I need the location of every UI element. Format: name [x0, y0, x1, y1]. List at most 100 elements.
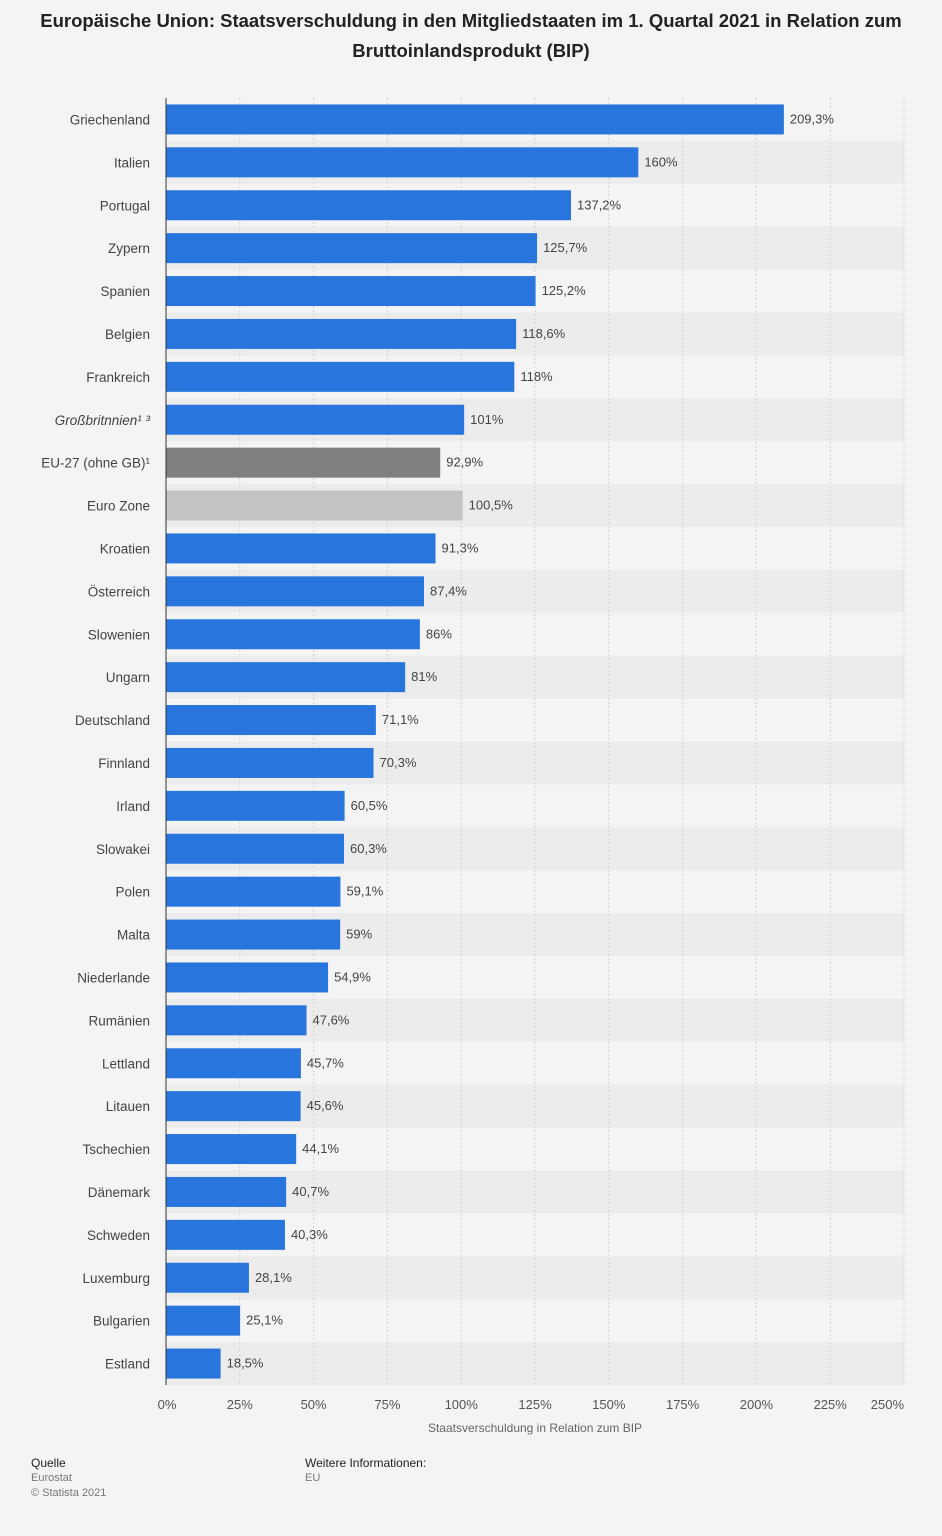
value-label: 59,1%: [346, 884, 383, 899]
x-tick-label: 200%: [740, 1397, 774, 1412]
category-label: Lettland: [102, 1056, 150, 1071]
value-label: 40,3%: [291, 1227, 328, 1242]
bar: [166, 318, 517, 349]
bar: [166, 147, 639, 178]
value-label: 59%: [346, 927, 372, 942]
category-label: Frankreich: [86, 370, 150, 385]
category-label: Zypern: [108, 241, 150, 256]
bars: [166, 104, 784, 1379]
chart-title: Europäische Union: Staatsverschuldung in…: [40, 10, 902, 61]
bar: [166, 361, 515, 392]
value-label: 28,1%: [255, 1270, 292, 1285]
category-label: Rumänien: [88, 1013, 150, 1028]
value-label: 91,3%: [442, 540, 479, 555]
bar: [166, 705, 376, 736]
x-tick-labels: 0% 25% 50% 75% 100% 125% 150% 175% 200% 225% 250%: [158, 1397, 905, 1412]
bar: [166, 1348, 221, 1379]
info-heading: Weitere Informationen:: [305, 1456, 427, 1470]
category-label: Polen: [115, 885, 150, 900]
category-label: Estland: [105, 1357, 150, 1372]
bar: [166, 447, 441, 478]
value-label: 81%: [411, 669, 437, 684]
value-label: 60,3%: [350, 841, 387, 856]
bar: [166, 1091, 301, 1122]
category-label: Litauen: [106, 1099, 150, 1114]
x-tick-label: 225%: [814, 1397, 848, 1412]
x-tick-label: 50%: [301, 1397, 327, 1412]
category-label: Euro Zone: [87, 499, 150, 514]
value-label: 25,1%: [246, 1313, 283, 1328]
bar: [166, 533, 436, 564]
value-labels: 209,3% 160% 137,2% 125,7% 125,2% 118,6% 118% 10…: [227, 111, 835, 1370]
category-label: Deutschland: [75, 713, 150, 728]
value-label: 209,3%: [790, 111, 835, 126]
x-tick-label: 100%: [445, 1397, 479, 1412]
bar: [166, 919, 341, 950]
value-label: 125,2%: [542, 283, 587, 298]
source-heading: Quelle: [31, 1456, 66, 1470]
bar: [166, 662, 406, 693]
category-label: Ungarn: [106, 670, 150, 685]
copyright-line: © Statista 2021: [31, 1487, 107, 1499]
value-label: 125,7%: [543, 240, 588, 255]
category-label: Griechenland: [70, 112, 150, 127]
value-label: 86%: [426, 626, 452, 641]
value-label: 47,6%: [313, 1012, 350, 1027]
category-label: Italien: [114, 155, 150, 170]
x-tick-label: 175%: [666, 1397, 700, 1412]
value-label: 70,3%: [380, 755, 417, 770]
value-label: 160%: [644, 154, 678, 169]
category-label: Irland: [116, 799, 150, 814]
category-label: Kroatien: [100, 541, 150, 556]
category-label: Dänemark: [88, 1185, 151, 1200]
bar: [166, 1262, 249, 1293]
value-label: 18,5%: [227, 1356, 264, 1371]
value-label: 92,9%: [446, 455, 483, 470]
x-tick-label: 125%: [518, 1397, 552, 1412]
category-label: Portugal: [100, 198, 150, 213]
bar: [166, 1176, 287, 1207]
value-label: 54,9%: [334, 969, 371, 984]
value-label: 101%: [470, 412, 504, 427]
category-label: Bulgarien: [93, 1314, 150, 1329]
category-label: Großbritnnien¹ ³: [55, 413, 151, 428]
bar: [166, 276, 536, 307]
x-axis-label: Staatsverschuldung in Relation zum BIP: [428, 1421, 642, 1435]
bar: [166, 876, 341, 907]
category-label: Spanien: [100, 284, 150, 299]
x-tick-label: 250%: [871, 1397, 905, 1412]
category-label: Slowakei: [96, 842, 150, 857]
category-label: Belgien: [105, 327, 150, 342]
x-tick-label: 150%: [592, 1397, 626, 1412]
category-label: Luxemburg: [82, 1271, 150, 1286]
value-label: 44,1%: [302, 1141, 339, 1156]
bar: [166, 404, 465, 435]
category-label: Slowenien: [88, 627, 150, 642]
bar-chart: Griechenland Italien Portugal Zypern Spanien…: [41, 98, 905, 1435]
category-label: Finnland: [98, 756, 150, 771]
value-label: 118%: [520, 369, 553, 384]
bar: [166, 190, 572, 221]
category-label: Österreich: [88, 584, 150, 599]
bar: [166, 747, 374, 778]
value-label: 71,1%: [382, 712, 419, 727]
value-label: 118,6%: [522, 326, 566, 341]
value-label: 45,7%: [307, 1055, 344, 1070]
bar: [166, 576, 425, 607]
bar: [166, 1005, 307, 1036]
x-tick-label: 75%: [374, 1397, 400, 1412]
bar: [166, 1219, 285, 1250]
category-label: Niederlande: [77, 970, 150, 985]
category-label: Malta: [117, 928, 151, 943]
value-label: 45,6%: [307, 1098, 344, 1113]
value-label: 60,5%: [351, 798, 388, 813]
x-tick-label: 0%: [158, 1397, 177, 1412]
category-label: Schweden: [87, 1228, 150, 1243]
info-block: Weitere Informationen: EU: [305, 1456, 426, 1486]
value-label: 40,7%: [292, 1184, 329, 1199]
info-line: EU: [305, 1472, 321, 1484]
bar: [166, 1134, 297, 1165]
bar: [166, 1048, 301, 1079]
source-line: Eurostat: [31, 1472, 72, 1484]
category-labels: Griechenland Italien Portugal Zypern Spanien…: [41, 112, 150, 1371]
